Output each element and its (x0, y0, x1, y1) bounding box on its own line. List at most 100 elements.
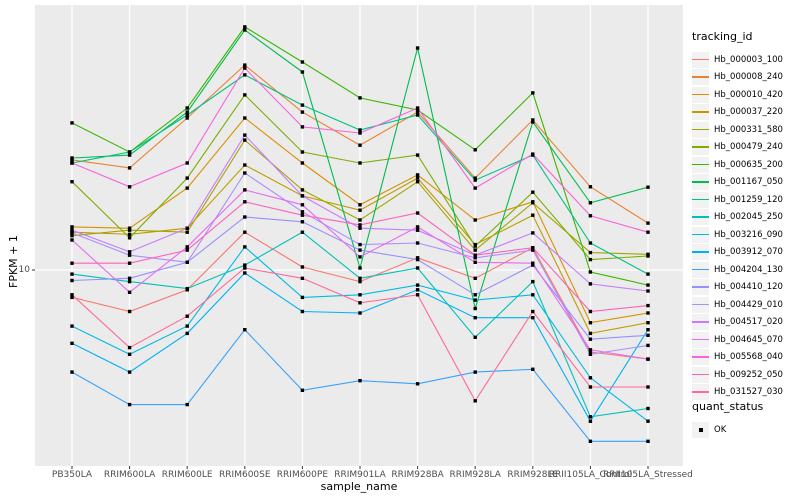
data-point (358, 279, 362, 284)
data-point (473, 335, 477, 339)
legend-row-Hb_000479_240: Hb_000479_240 (692, 139, 798, 157)
data-point (415, 266, 420, 270)
data-point (358, 226, 362, 230)
data-point (588, 309, 593, 314)
data-point (358, 223, 362, 227)
data-point (243, 271, 247, 275)
data-point (127, 236, 132, 240)
data-point (70, 238, 74, 242)
data-point (415, 46, 420, 50)
data-point (646, 385, 650, 389)
data-point (531, 201, 535, 205)
data-point (646, 328, 650, 332)
data-point (415, 211, 420, 215)
data-point (646, 303, 650, 308)
data-point (531, 152, 535, 156)
data-point (646, 333, 650, 337)
legend-key-line-icon (692, 121, 709, 138)
data-point (243, 66, 247, 70)
legend-label: Hb_000008_240 (714, 72, 783, 83)
data-point (243, 188, 247, 192)
legend-row-Hb_004410_120: Hb_004410_120 (692, 279, 798, 297)
x-tick-label-RRIM600SE: RRIM600SE (219, 470, 271, 480)
x-tick-label-RRIM928LA: RRIM928LA (449, 470, 501, 480)
data-point (415, 153, 420, 157)
data-point (243, 263, 247, 267)
x-tick-label-RRIM600LE: RRIM600LE (161, 470, 213, 480)
legend-label: Hb_000635_200 (714, 159, 783, 170)
data-point (127, 370, 132, 374)
data-point (588, 352, 593, 356)
data-point (531, 293, 535, 297)
data-point (415, 288, 420, 292)
data-point (588, 348, 593, 352)
data-point (358, 266, 362, 270)
data-point (127, 345, 132, 350)
data-point (300, 295, 305, 300)
data-point (243, 63, 247, 67)
legend-key-line-icon (692, 296, 709, 313)
data-point (70, 121, 74, 125)
data-point (473, 306, 477, 311)
data-point (531, 279, 535, 284)
data-point (185, 161, 189, 165)
data-point (358, 255, 362, 259)
data-point (300, 70, 305, 74)
data-point (358, 218, 362, 222)
legend-row-Hb_001259_120: Hb_001259_120 (692, 191, 798, 209)
data-point (185, 110, 189, 114)
data-point (415, 180, 420, 184)
x-axis-title: sample_name (320, 480, 398, 493)
data-point (127, 276, 132, 280)
data-point (415, 110, 420, 114)
legend-row-Hb_000037_220: Hb_000037_220 (692, 104, 798, 122)
data-point (127, 232, 132, 236)
x-tick-label-PB350LA: PB350LA (51, 470, 93, 480)
data-point (300, 203, 305, 207)
x-tick-label-RRII105LA_Control: RRII105LA_Control (548, 470, 633, 480)
data-point (588, 439, 593, 443)
data-point (415, 173, 420, 177)
legend-row-Hb_000008_240: Hb_000008_240 (692, 69, 798, 87)
data-point (473, 316, 477, 320)
data-point (531, 263, 535, 267)
data-point (588, 257, 593, 262)
x-tick-label-RRII105LA_Stressed: RRII105LA_Stressed (603, 470, 693, 480)
data-point (588, 250, 593, 255)
data-point (588, 214, 593, 218)
data-point (646, 343, 650, 348)
data-point (70, 370, 74, 374)
data-point (646, 419, 650, 423)
legend-key-line-icon (692, 139, 709, 156)
data-point (588, 201, 593, 205)
data-point (358, 143, 362, 147)
data-point (127, 279, 132, 284)
data-point (243, 200, 247, 204)
data-point (646, 254, 650, 258)
data-point (415, 113, 420, 117)
data-point (243, 328, 247, 332)
legend-label: Hb_004429_010 (714, 299, 783, 310)
data-point (588, 331, 593, 336)
data-point (70, 295, 74, 300)
legend-row-Hb_004645_070: Hb_004645_070 (692, 331, 798, 349)
data-point (646, 311, 650, 315)
data-point (127, 250, 132, 254)
data-point (473, 178, 477, 182)
data-point (185, 230, 189, 234)
data-point (185, 314, 189, 318)
legend-label: Hb_003216_090 (714, 229, 783, 240)
legend-row-Hb_009252_050: Hb_009252_050 (692, 366, 798, 384)
legend-key-line-icon (692, 226, 709, 243)
legend-key-line-icon (692, 261, 709, 278)
data-point (185, 324, 189, 328)
data-point (300, 309, 305, 314)
data-point (300, 161, 305, 165)
data-point (588, 376, 593, 380)
data-point (185, 226, 189, 230)
data-point (415, 241, 420, 245)
legend-label: Hb_000479_240 (714, 142, 783, 153)
data-point (473, 293, 477, 297)
legend-label: Hb_001167_050 (714, 177, 783, 188)
data-point (473, 298, 477, 302)
